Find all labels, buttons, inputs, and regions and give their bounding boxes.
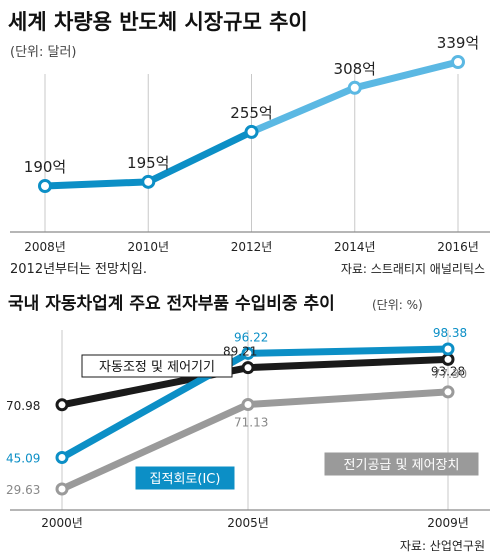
chart2-point (55, 482, 69, 496)
chart1-point (347, 80, 362, 95)
chart2-unit: (단위: %) (372, 298, 423, 312)
chart2-point (55, 398, 69, 412)
chart1-series-line (41, 178, 152, 190)
chart2-value-label: 29.63 (6, 483, 40, 497)
chart1-point (451, 55, 465, 69)
chart2-tick-label: 2005년 (227, 516, 269, 530)
chart2-point (441, 342, 455, 356)
chart2-point (441, 352, 455, 366)
chart2-series-label: 집적회로(IC) (150, 472, 221, 487)
chart1-title: 세계 차량용 반도체 시장규모 추이 (8, 10, 308, 34)
chart2-series-label-box (135, 466, 235, 490)
chart1-tick-label: 2014년 (334, 240, 376, 254)
chart1-point (244, 124, 259, 139)
chart2-value-label: 71.13 (234, 415, 268, 429)
chart2-source: 자료: 산업연구원 (400, 539, 485, 553)
chart1-tick-label: 2012년 (231, 240, 273, 254)
chart2-series-label: 전기공급 및 제어장치 (344, 458, 460, 473)
chart1-value-label: 195억 (127, 154, 169, 172)
chart1-tick-label: 2016년 (437, 240, 479, 254)
chart2-tick-label: 2009년 (427, 516, 469, 530)
chart2-value-label: 98.38 (433, 326, 467, 340)
chart1-value-label: 255억 (230, 104, 272, 122)
chart1-tick-label: 2010년 (127, 240, 169, 254)
chart1-tick-label: 2008년 (24, 240, 66, 254)
chart2-series-label-box (324, 452, 479, 476)
chart1-value-label: 190억 (24, 158, 66, 176)
chart2-value-label: 77.30 (433, 367, 467, 381)
chart2-point (241, 397, 255, 411)
chart1-series-line (351, 58, 462, 92)
chart1-point (38, 179, 52, 193)
chart2-point (55, 451, 69, 465)
chart1-point (141, 174, 156, 189)
chart1-value-label: 339억 (437, 34, 479, 52)
chart1-series-line (144, 128, 255, 186)
chart2-point (441, 385, 455, 399)
chart2-point (241, 346, 255, 360)
chart1-note: 2012년부터는 전망치임. (10, 262, 147, 277)
chart1-value-label: 308억 (334, 60, 376, 78)
chart2-value-label: 93.28 (431, 364, 465, 378)
chart2-value-label: 96.22 (234, 330, 268, 344)
chart1-series-line (248, 84, 359, 136)
chart2-value-label: 45.09 (6, 452, 40, 466)
chart2-tick-label: 2000년 (41, 516, 83, 530)
chart2-value-label: 70.98 (6, 399, 40, 413)
chart1-source: 자료: 스트래티지 애널리틱스 (341, 262, 485, 276)
chart1-unit: (단위: 달러) (10, 45, 77, 60)
chart2-series-label: 자동조정 및 제어기기 (99, 360, 215, 375)
chart2-series-label-box (81, 354, 233, 378)
chart2-point (241, 361, 255, 375)
chart2-title: 국내 자동차업계 주요 전자부품 수입비중 추이 (8, 294, 335, 314)
